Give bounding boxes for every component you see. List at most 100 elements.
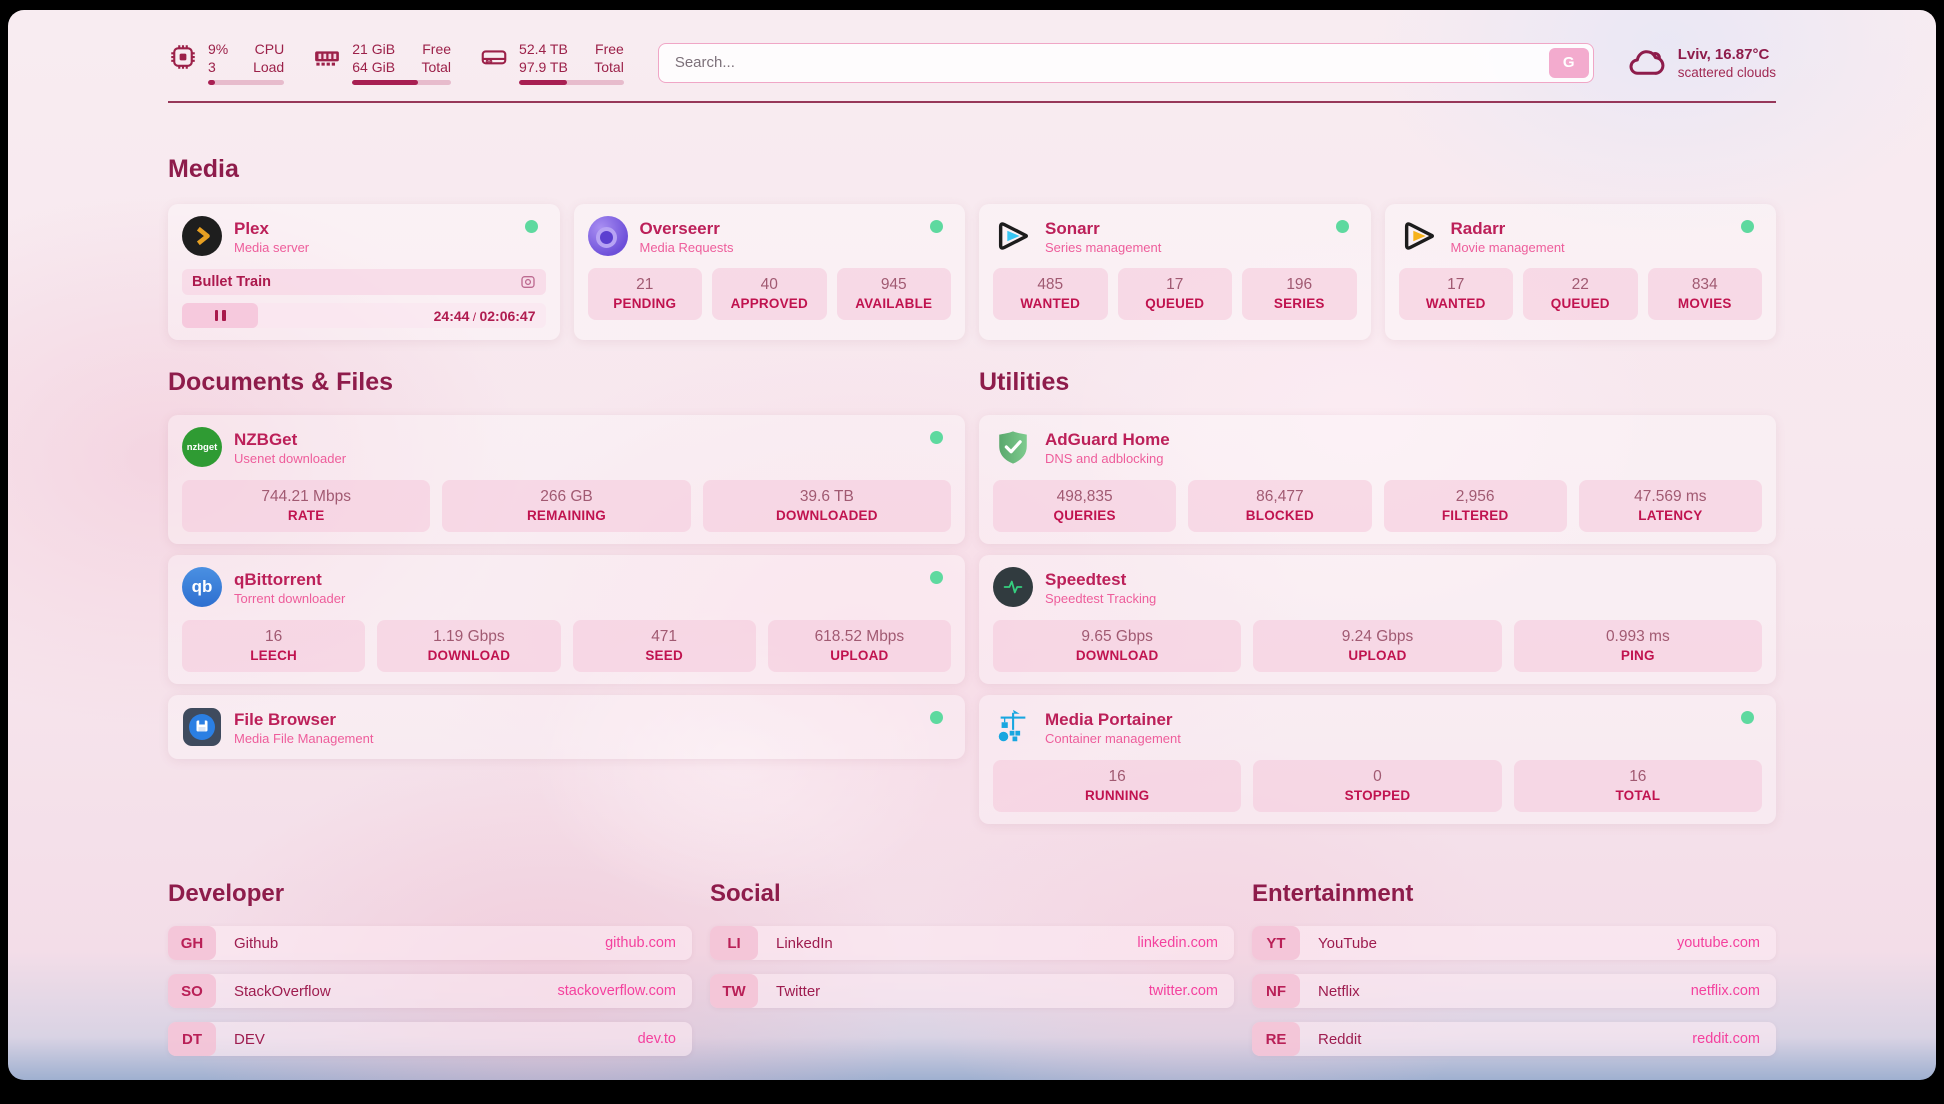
- memory-total: 64 GiB: [352, 59, 396, 76]
- search-engine-button[interactable]: G: [1548, 47, 1589, 78]
- app-name: Sonarr: [1045, 219, 1100, 239]
- status-dot: [930, 711, 943, 725]
- stat-leech: 16 LEECH: [182, 620, 366, 673]
- app-name: AdGuard Home: [1045, 430, 1170, 450]
- bookmark-group-title: Developer: [168, 880, 285, 908]
- status-dot: [1741, 220, 1754, 234]
- disk-widget: 52.4 TB 97.9 TB Free Total: [479, 40, 624, 86]
- stat-movies: 834 MOVIES: [1647, 268, 1762, 321]
- status-dot: [930, 571, 943, 585]
- search-input[interactable]: [657, 42, 1594, 83]
- app-card-plex[interactable]: Plex Media server Bullet Train 24:44 / 0…: [168, 204, 560, 341]
- app-subtitle: Usenet downloader: [234, 450, 347, 466]
- weather-condition: scattered clouds: [1677, 65, 1776, 81]
- bookmark-stackoverflow[interactable]: SO StackOverflow stackoverflow.com: [168, 974, 692, 1009]
- bookmark-linkedin[interactable]: LI LinkedIn linkedin.com: [710, 926, 1234, 961]
- documents-column: Documents & Files nzbget NZBGet Usenet d…: [168, 368, 965, 760]
- app-name: Plex: [234, 219, 269, 239]
- cpu-label-1: CPU: [254, 41, 285, 57]
- disk-label-1: Free: [595, 41, 624, 57]
- stat-blocked: 86,477 BLOCKED: [1188, 480, 1372, 533]
- pause-button[interactable]: [182, 303, 258, 329]
- app-subtitle: Torrent downloader: [234, 590, 346, 606]
- stat-download: 1.19 Gbps DOWNLOAD: [377, 620, 561, 673]
- speedtest-icon: [993, 567, 1033, 608]
- stat-seed: 471 SEED: [572, 620, 756, 673]
- app-card-speedtest[interactable]: Speedtest Speedtest Tracking 9.65 Gbps D…: [979, 555, 1776, 685]
- memory-progress-track: [352, 80, 452, 86]
- overseerr-icon: [587, 216, 628, 257]
- app-card-radarr[interactable]: Radarr Movie management 17 WANTED 22 QUE…: [1384, 204, 1776, 341]
- bookmark-dev[interactable]: DT DEV dev.to: [168, 1022, 692, 1057]
- app-name: Radarr: [1450, 219, 1506, 239]
- stat-available: 945 AVAILABLE: [836, 268, 951, 321]
- cpu-load: 3: [208, 59, 216, 76]
- app-card-sonarr[interactable]: Sonarr Series management 485 WANTED 17 Q…: [979, 204, 1371, 341]
- disk-progress-track: [519, 80, 624, 86]
- bookmark-reddit[interactable]: RE Reddit reddit.com: [1252, 1022, 1776, 1057]
- stat-approved: 40 APPROVED: [712, 268, 827, 321]
- weather-widget: Lviv, 16.87°C scattered clouds: [1628, 44, 1776, 82]
- stat-queued: 22 QUEUED: [1523, 268, 1638, 321]
- adguard-icon: [993, 427, 1033, 467]
- memory-free: 21 GiB: [352, 41, 396, 57]
- stat-remaining: 266 GB REMAINING: [442, 480, 691, 533]
- status-dot: [1741, 711, 1754, 725]
- section-title-utilities: Utilities: [979, 368, 1070, 397]
- disk-total: 97.9 TB: [519, 59, 568, 76]
- app-card-filebrowser[interactable]: File Browser Media File Management: [168, 695, 965, 760]
- stat-latency: 47.569 ms LATENCY: [1578, 480, 1762, 533]
- filebrowser-icon: [182, 707, 222, 747]
- status-dot: [930, 431, 943, 445]
- header-divider: [168, 101, 1776, 104]
- utilities-column: Utilities: [979, 368, 1776, 825]
- bookmark-github[interactable]: GH Github github.com: [168, 926, 692, 961]
- section-title-documents: Documents & Files: [168, 368, 394, 397]
- now-playing-title: Bullet Train: [192, 274, 271, 291]
- cpu-widget: 9% 3 CPU Load: [168, 40, 285, 86]
- app-name: Overseerr: [639, 219, 720, 239]
- disk-icon: [481, 50, 507, 65]
- bookmark-group-social: Social LI LinkedIn linkedin.com TW Twitt…: [710, 880, 1234, 1056]
- stat-queued: 17 QUEUED: [1117, 268, 1232, 321]
- disk-progress-fill: [519, 80, 568, 86]
- section-title-media: Media: [168, 155, 239, 184]
- stat-stopped: 0 STOPPED: [1253, 760, 1502, 813]
- app-card-nzbget[interactable]: nzbget NZBGet Usenet downloader 744.21 M…: [168, 415, 965, 545]
- stat-upload: 9.24 Gbps UPLOAD: [1253, 620, 1502, 673]
- stat-downloaded: 39.6 TB DOWNLOADED: [702, 480, 951, 533]
- stat-rate: 744.21 Mbps RATE: [182, 480, 431, 533]
- app-card-portainer[interactable]: Media Portainer Container management 16 …: [979, 695, 1776, 825]
- video-session-icon: [520, 276, 535, 289]
- media-card-grid: Plex Media server Bullet Train 24:44 / 0…: [168, 204, 1776, 341]
- sonarr-icon: [993, 216, 1033, 256]
- app-name: Media Portainer: [1045, 710, 1173, 730]
- stat-ping: 0.993 ms PING: [1513, 620, 1762, 673]
- app-subtitle: Media Requests: [639, 239, 734, 255]
- stat-queries: 498,835 QUERIES: [993, 480, 1177, 533]
- bookmark-youtube[interactable]: YT YouTube youtube.com: [1252, 926, 1776, 961]
- top-bar: 9% 3 CPU Load: [168, 10, 1776, 86]
- cpu-progress-fill: [208, 80, 215, 86]
- app-subtitle: Media server: [234, 239, 310, 255]
- app-card-adguard[interactable]: AdGuard Home DNS and adblocking 498,835 …: [979, 415, 1776, 545]
- memory-progress-fill: [352, 80, 419, 86]
- app-subtitle: DNS and adblocking: [1045, 450, 1164, 466]
- cloud-icon: [1629, 49, 1665, 75]
- cpu-usage: 9%: [208, 41, 229, 57]
- qbittorrent-icon: qb: [182, 567, 222, 608]
- portainer-icon: [993, 707, 1033, 747]
- stat-wanted: 17 WANTED: [1398, 268, 1513, 321]
- memory-icon: [315, 51, 340, 66]
- stat-series: 196 SERIES: [1242, 268, 1357, 321]
- bookmark-netflix[interactable]: NF Netflix netflix.com: [1252, 974, 1776, 1009]
- stat-total: 16 TOTAL: [1513, 760, 1762, 813]
- app-subtitle: Speedtest Tracking: [1045, 590, 1157, 606]
- playback-time: 24:44 / 02:06:47: [433, 307, 536, 324]
- cpu-label-2: Load: [253, 59, 285, 76]
- bookmark-twitter[interactable]: TW Twitter twitter.com: [710, 974, 1234, 1009]
- app-card-qbittorrent[interactable]: qb qBittorrent Torrent downloader 16 LEE…: [168, 555, 965, 685]
- stat-wanted: 485 WANTED: [993, 268, 1108, 321]
- stat-pending: 21 PENDING: [587, 268, 702, 321]
- app-card-overseerr[interactable]: Overseerr Media Requests 21 PENDING 40 A…: [573, 204, 965, 341]
